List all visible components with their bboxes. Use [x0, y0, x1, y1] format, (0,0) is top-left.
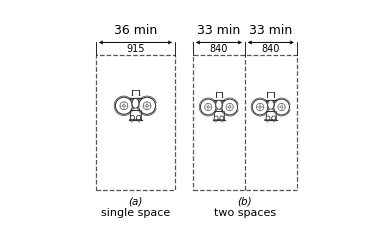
- Text: 33 min: 33 min: [249, 25, 293, 37]
- Ellipse shape: [216, 100, 222, 109]
- Text: 840: 840: [210, 44, 228, 54]
- Circle shape: [207, 106, 209, 108]
- Circle shape: [266, 116, 270, 120]
- Circle shape: [131, 121, 132, 122]
- Ellipse shape: [215, 101, 218, 109]
- Circle shape: [222, 99, 237, 115]
- Circle shape: [115, 97, 132, 114]
- Text: single space: single space: [101, 208, 170, 218]
- Circle shape: [215, 121, 216, 122]
- Ellipse shape: [267, 101, 270, 109]
- Circle shape: [130, 116, 135, 120]
- Circle shape: [146, 105, 148, 107]
- Circle shape: [229, 106, 231, 108]
- Text: 915: 915: [126, 44, 145, 54]
- Ellipse shape: [136, 99, 139, 108]
- Circle shape: [220, 116, 224, 120]
- Text: (a): (a): [128, 197, 143, 207]
- Ellipse shape: [220, 101, 222, 109]
- Circle shape: [136, 116, 141, 120]
- Circle shape: [274, 121, 275, 122]
- Circle shape: [280, 106, 283, 108]
- Circle shape: [274, 99, 290, 115]
- Circle shape: [139, 97, 156, 114]
- Circle shape: [259, 106, 261, 108]
- Circle shape: [272, 116, 276, 120]
- Circle shape: [267, 121, 268, 122]
- Bar: [193, 55, 297, 190]
- Text: two spaces: two spaces: [214, 208, 276, 218]
- Ellipse shape: [271, 101, 274, 109]
- Bar: [96, 55, 175, 190]
- Circle shape: [123, 105, 125, 107]
- Ellipse shape: [268, 100, 274, 109]
- Circle shape: [138, 121, 140, 122]
- Ellipse shape: [132, 99, 139, 108]
- Ellipse shape: [132, 99, 135, 108]
- Circle shape: [252, 99, 268, 115]
- Text: 840: 840: [262, 44, 280, 54]
- Circle shape: [222, 121, 223, 122]
- Circle shape: [200, 99, 216, 115]
- Circle shape: [214, 116, 218, 120]
- Text: (b): (b): [237, 197, 252, 207]
- Text: 36 min: 36 min: [114, 25, 157, 37]
- Text: 33 min: 33 min: [197, 25, 240, 37]
